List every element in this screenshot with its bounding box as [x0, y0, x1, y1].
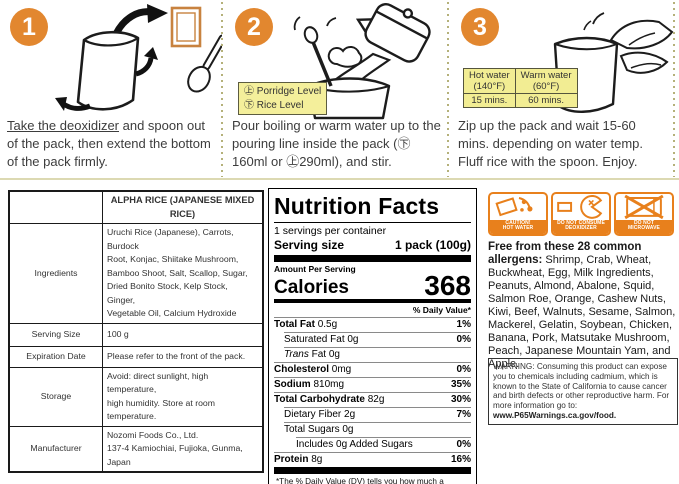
step-2-pouring-illustration [293, 3, 431, 120]
step-3-caption: Zip up the pack and wait 15-60 mins. dep… [458, 117, 670, 171]
nutrition-row-total-sugars: Total Sugars 0g [284, 422, 471, 437]
hands-icon [609, 19, 674, 74]
caution-microwave-label: DO NOT MICROWAVE [616, 219, 672, 234]
do-not-consume-deoxidizer-icon [557, 195, 603, 219]
caution-hot-water: CAUTION! HOT WATER [488, 192, 548, 236]
stirring-spoon-icon [293, 16, 337, 87]
step-1-pack-illustration [55, 4, 222, 111]
nutrition-row-protein: Protein 8g 16% [274, 452, 471, 465]
water-temp-header-warm: Warm water (60°F) [514, 68, 578, 94]
info-value-storage: Avoid: direct sunlight, high temperature… [102, 366, 264, 427]
product-title: ALPHA RICE (JAPANESE MIXED RICE) [102, 190, 264, 224]
serving-size-label: Serving size [274, 238, 345, 252]
step-2-caption-text: Pour boiling or warm water up to the pou… [232, 118, 441, 169]
step-3-caption-text: Zip up the pack and wait 15-60 mins. dep… [458, 118, 643, 169]
nutrition-row-cholesterol: Cholesterol 0mg 0% [274, 362, 471, 375]
calories-row: Calories 368 [274, 270, 471, 301]
info-label-storage: Storage [8, 366, 103, 427]
info-value-serving-size: 100 g [102, 322, 264, 347]
thick-rule-bottom [274, 467, 471, 474]
servings-per-container: 1 servings per container [274, 225, 387, 237]
info-label-ingredients: Ingredients [8, 223, 103, 324]
thick-rule [274, 255, 471, 262]
divider-horizontal [0, 178, 679, 180]
info-label-expiration: Expiration Date [8, 345, 103, 368]
step-1-caption-text: and spoon out of the pack, then extend t… [7, 118, 211, 169]
step-1-panel: 1 Take the deoxidizer and spoon out of t… [0, 0, 222, 178]
info-value-expiration: Please refer to the front of the pack. [102, 345, 264, 368]
caution-hot-water-label: CAUTION! HOT WATER [490, 219, 546, 234]
amount-per-serving-label: Amount Per Serving [274, 264, 356, 274]
nutrition-row-added-sugars: Includes 0g Added Sugars 0% [296, 437, 471, 450]
info-label-serving-size: Serving Size [8, 322, 103, 347]
step-3-panel: 3 Hot water (140°F) Warm water (60°F) 15… [451, 0, 677, 178]
divider-dotted-1 [221, 2, 223, 177]
allergen-heading: Free from these 28 common allergens: [488, 241, 642, 266]
deoxidizer-packet-icon [170, 6, 202, 48]
step-2-caption: Pour boiling or warm water up to the pou… [232, 117, 444, 171]
water-temp-table: Hot water (140°F) Warm water (60°F) 15 m… [463, 68, 578, 108]
divider-dotted-3 [673, 2, 675, 177]
nutrition-row-total-carbohydrate: Total Carbohydrate 82g 30% [274, 392, 471, 405]
prop65-warning-box: WARNING: Consuming this product can expo… [488, 358, 678, 425]
step-1-caption: Take the deoxidizer and spoon out of the… [7, 117, 219, 171]
water-level-note: ㊤ Porridge Level ㊦ Rice Level [238, 82, 328, 115]
nutrition-row-sodium: Sodium 810mg 35% [274, 377, 471, 390]
kettle-icon [355, 3, 431, 63]
water-temp-header-hot: Hot water (140°F) [463, 68, 516, 94]
info-value-ingredients: Uruchi Rice (Japanese), Carrots, Burdock… [102, 223, 264, 324]
hot-water-icon [495, 197, 533, 217]
step-1-number-badge: 1 [10, 8, 48, 46]
serving-size-value: 1 pack (100g) [394, 238, 471, 252]
calories-value: 368 [424, 270, 471, 301]
nutrition-row-saturated-fat: Saturated Fat 0g 0% [284, 332, 471, 345]
daily-value-header: % Daily Value* [412, 305, 471, 315]
water-temp-value-hot: 15 mins. [463, 93, 516, 108]
nutrition-row-trans-fat: Trans Fat 0g [284, 347, 471, 362]
nutrition-footnote: *The % Daily Value (DV) tells you how mu… [276, 477, 444, 484]
caution-deoxidizer-label: DO NOT CONSUME DEOXIDIZER [553, 219, 609, 234]
info-header-empty-cell [8, 190, 103, 224]
divider-dotted-2 [447, 2, 449, 177]
water-temp-value-warm: 60 mins. [514, 93, 578, 108]
nutrition-row-dietary-fiber: Dietary Fiber 2g 7% [284, 407, 471, 420]
serving-size-row: Serving size 1 pack (100g) [274, 238, 471, 255]
prop65-warning-url: www.P65Warnings.ca.gov/food. [493, 410, 617, 420]
step-3-number-badge: 3 [461, 8, 499, 46]
medium-rule [274, 299, 471, 303]
nutrition-facts-panel: Nutrition Facts 1 servings per container… [268, 188, 477, 484]
step-2-number-badge: 2 [235, 8, 273, 46]
caution-deoxidizer: DO NOT CONSUME DEOXIDIZER [551, 192, 611, 236]
caution-microwave: DO NOT MICROWAVE [614, 192, 674, 236]
nutrition-row-total-fat: Total Fat 0.5g 1% [274, 317, 471, 330]
nutrition-title: Nutrition Facts [274, 193, 471, 223]
allergen-statement: Free from these 28 common allergens: Shr… [488, 241, 678, 371]
step-1-caption-underlined: Take the deoxidizer [7, 118, 120, 133]
step-2-panel: 2 ㊤ Porridge Level ㊦ Rice Level Pour boi… [225, 0, 448, 178]
caution-icons-row: CAUTION! HOT WATER DO NOT CONSUME DEOXID… [488, 192, 674, 236]
info-value-manufacturer: Nozomi Foods Co., Ltd. 137-4 Kamiochiai,… [102, 425, 264, 473]
do-not-microwave-icon [624, 194, 664, 220]
prop65-warning-text: WARNING: Consuming this product can expo… [493, 362, 670, 411]
steam-cloud-icon [327, 46, 363, 68]
allergen-list: Shrimp, Crab, Wheat, Buckwheat, Egg, Mil… [488, 254, 676, 370]
spoon-icon [187, 34, 222, 93]
calories-label: Calories [274, 277, 349, 298]
product-info-table: ALPHA RICE (JAPANESE MIXED RICE) Ingredi… [8, 190, 264, 473]
info-label-manufacturer: Manufacturer [8, 425, 103, 473]
